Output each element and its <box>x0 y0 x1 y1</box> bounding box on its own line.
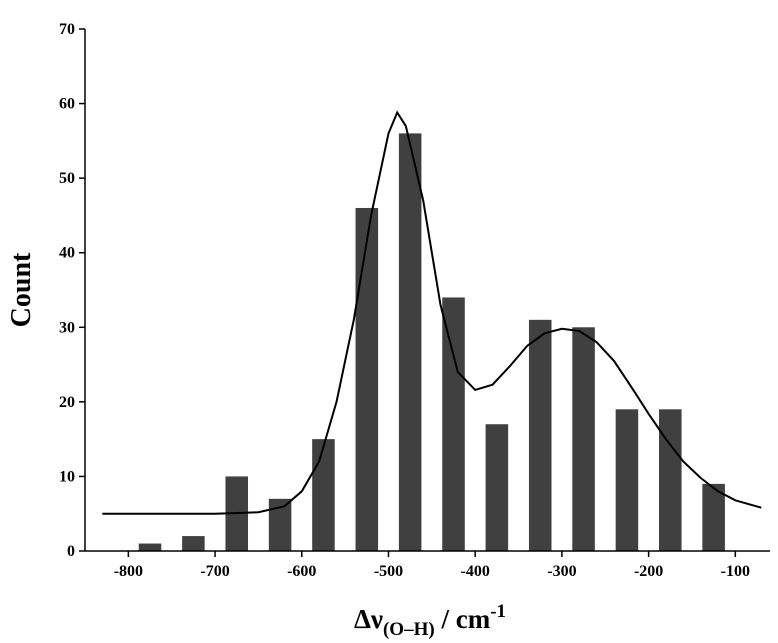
bar <box>355 207 379 551</box>
y-tick-label: 40 <box>59 245 75 262</box>
y-tick-label: 60 <box>59 96 75 113</box>
bar <box>528 319 552 551</box>
x-label-superscript: -1 <box>490 601 506 622</box>
bar <box>659 409 682 551</box>
x-tick-label: -600 <box>287 563 316 580</box>
x-tick-label: -700 <box>200 563 229 580</box>
y-tick-label: 30 <box>59 319 75 336</box>
bar <box>182 536 205 551</box>
x-tick-label: -100 <box>721 563 750 580</box>
x-tick-label: -300 <box>547 563 576 580</box>
bar <box>615 409 639 551</box>
x-label-symbol: Δν <box>354 604 383 634</box>
x-tick-label: -200 <box>634 563 663 580</box>
y-axis-label: Count <box>6 252 37 327</box>
y-tick-label: 10 <box>59 468 75 485</box>
x-axis-label: Δν(O–H) / cm-1 <box>354 601 506 640</box>
x-tick-label: -800 <box>114 563 143 580</box>
x-tick-label: -400 <box>461 563 490 580</box>
bar <box>268 498 292 551</box>
x-label-unit: / cm <box>435 604 491 634</box>
x-label-subscript: (O–H) <box>383 619 435 640</box>
y-tick-label: 0 <box>67 543 75 560</box>
bar <box>702 483 725 551</box>
y-tick-label: 70 <box>59 21 75 38</box>
bar <box>398 133 422 551</box>
y-tick-label: 20 <box>59 394 75 411</box>
bar <box>442 297 465 551</box>
y-tick-label: 50 <box>59 170 75 187</box>
bar <box>485 424 509 551</box>
bar <box>312 439 335 551</box>
x-tick-label: -500 <box>374 563 403 580</box>
bar <box>138 543 162 551</box>
fit-curve <box>102 110 762 515</box>
bar <box>572 327 595 551</box>
